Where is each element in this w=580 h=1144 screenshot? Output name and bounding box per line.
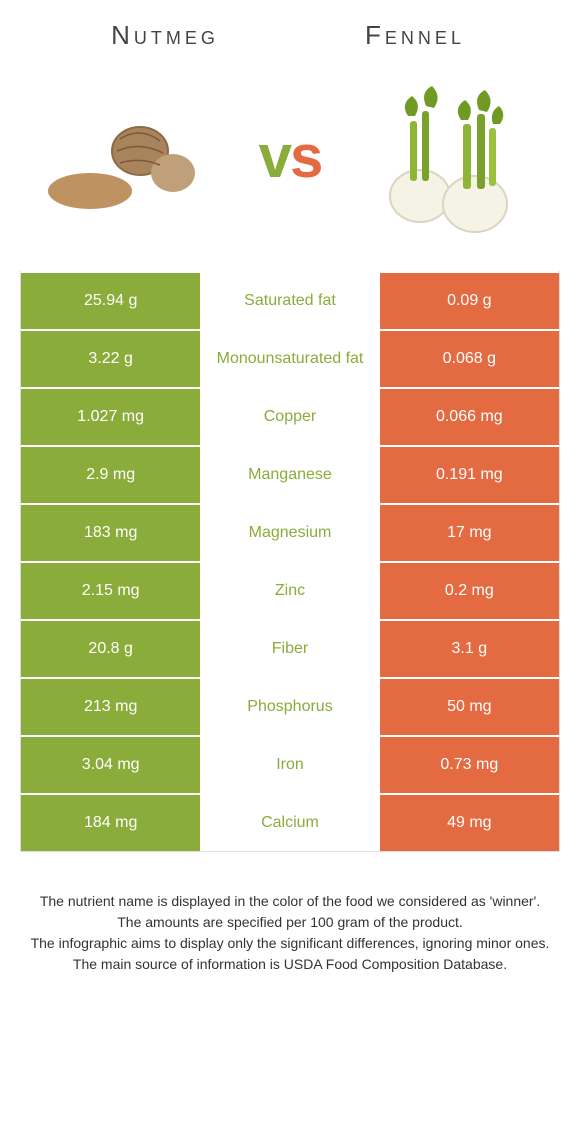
nutrient-name: Monounsaturated fat xyxy=(200,329,379,387)
table-row: 183 mgMagnesium17 mg xyxy=(21,503,559,561)
right-value: 49 mg xyxy=(380,793,559,851)
left-value: 183 mg xyxy=(21,503,200,561)
vs-s: s xyxy=(290,123,321,190)
table-row: 2.15 mgZinc0.2 mg xyxy=(21,561,559,619)
vs-label: vs xyxy=(259,122,322,191)
right-value: 0.191 mg xyxy=(380,445,559,503)
table-row: 1.027 mgCopper0.066 mg xyxy=(21,387,559,445)
table-row: 3.04 mgIron0.73 mg xyxy=(21,735,559,793)
nutmeg-image xyxy=(40,71,210,241)
left-value: 2.9 mg xyxy=(21,445,200,503)
footnote-line: The infographic aims to display only the… xyxy=(30,934,550,953)
nutrient-name: Saturated fat xyxy=(200,271,379,329)
right-food-title: Fennel xyxy=(290,20,540,51)
left-food-title: Nutmeg xyxy=(40,20,290,51)
nutrient-name: Phosphorus xyxy=(200,677,379,735)
vs-v: v xyxy=(259,123,290,190)
fennel-image xyxy=(370,71,540,241)
images-row: vs xyxy=(0,61,580,271)
right-value: 0.066 mg xyxy=(380,387,559,445)
left-value: 3.22 g xyxy=(21,329,200,387)
table-row: 213 mgPhosphorus50 mg xyxy=(21,677,559,735)
nutrient-name: Zinc xyxy=(200,561,379,619)
nutrient-name: Calcium xyxy=(200,793,379,851)
right-value: 0.73 mg xyxy=(380,735,559,793)
table-row: 3.22 gMonounsaturated fat0.068 g xyxy=(21,329,559,387)
footnote-line: The main source of information is USDA F… xyxy=(30,955,550,974)
nutrient-name: Iron xyxy=(200,735,379,793)
nutrient-name: Copper xyxy=(200,387,379,445)
right-value: 3.1 g xyxy=(380,619,559,677)
titles-row: Nutmeg Fennel xyxy=(0,0,580,61)
right-value: 0.09 g xyxy=(380,271,559,329)
right-value: 50 mg xyxy=(380,677,559,735)
footnote-line: The amounts are specified per 100 gram o… xyxy=(30,913,550,932)
left-value: 20.8 g xyxy=(21,619,200,677)
right-value: 0.2 mg xyxy=(380,561,559,619)
footnotes: The nutrient name is displayed in the co… xyxy=(30,892,550,974)
nutrient-table: 25.94 gSaturated fat0.09 g3.22 gMonounsa… xyxy=(20,271,560,852)
left-value: 25.94 g xyxy=(21,271,200,329)
table-row: 20.8 gFiber3.1 g xyxy=(21,619,559,677)
left-value: 184 mg xyxy=(21,793,200,851)
table-row: 2.9 mgManganese0.191 mg xyxy=(21,445,559,503)
right-value: 0.068 g xyxy=(380,329,559,387)
table-row: 184 mgCalcium49 mg xyxy=(21,793,559,851)
left-value: 213 mg xyxy=(21,677,200,735)
table-row: 25.94 gSaturated fat0.09 g xyxy=(21,271,559,329)
left-value: 3.04 mg xyxy=(21,735,200,793)
nutrient-name: Manganese xyxy=(200,445,379,503)
left-value: 1.027 mg xyxy=(21,387,200,445)
right-value: 17 mg xyxy=(380,503,559,561)
nutrient-name: Magnesium xyxy=(200,503,379,561)
left-value: 2.15 mg xyxy=(21,561,200,619)
footnote-line: The nutrient name is displayed in the co… xyxy=(30,892,550,911)
nutrient-name: Fiber xyxy=(200,619,379,677)
